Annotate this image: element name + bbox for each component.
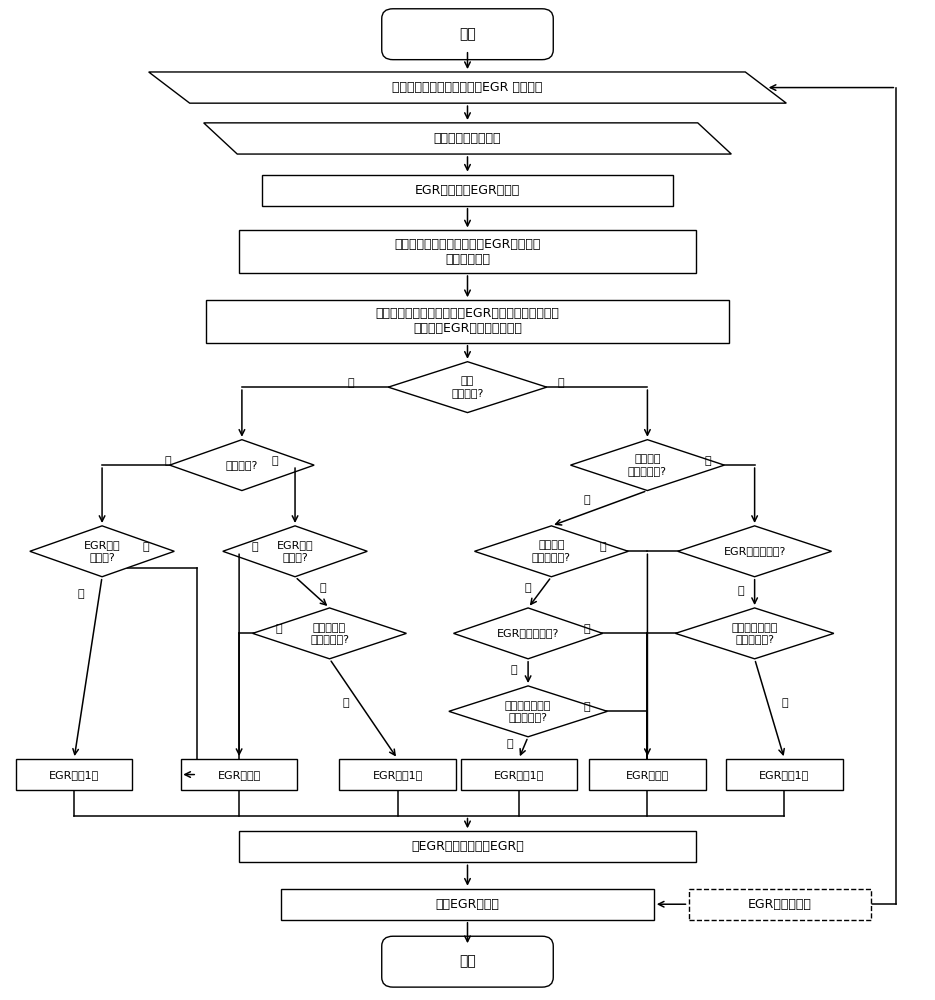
Polygon shape [449,686,608,737]
Text: 采集转速、转矩、瞬变率及EGR 档位参数: 采集转速、转矩、瞬变率及EGR 档位参数 [393,81,542,94]
Text: 是: 是 [599,542,606,552]
Text: 控制EGR阀开度: 控制EGR阀开度 [436,898,499,911]
Text: 是: 是 [583,624,590,634]
Text: 否: 否 [343,698,350,708]
Polygon shape [149,72,786,103]
Text: 是: 是 [276,624,282,634]
Text: 调整烟度控制的限值: 调整烟度控制的限值 [434,132,501,145]
Text: 是: 是 [164,456,170,466]
Text: 结束: 结束 [459,955,476,969]
Text: 否: 否 [271,456,278,466]
Text: 否: 否 [78,589,84,599]
Polygon shape [169,440,314,491]
Text: 烟度超限?: 烟度超限? [225,460,258,470]
Bar [281,889,654,920]
Text: EGR阀在
最高档?: EGR阀在 最高档? [277,540,313,562]
Text: EGR阀在最低档?: EGR阀在最低档? [496,628,559,638]
Text: EGR阀加1档: EGR阀加1档 [759,770,810,780]
Bar [689,889,870,920]
Bar [239,230,696,273]
Text: 烟度高于
控制区上限?: 烟度高于 控制区上限? [628,454,667,476]
Text: 减档后烟度低于
控制区下限?: 减档后烟度低于 控制区下限? [505,701,552,722]
Text: 根据转速、转矩、瞬变率、EGR阀变档位后的档位，
快速预估EGR变档位后烟度值: 根据转速、转矩、瞬变率、EGR阀变档位后的档位， 快速预估EGR变档位后烟度值 [376,307,559,335]
Text: 将EGR阀档位转换为EGR率: 将EGR阀档位转换为EGR率 [411,840,524,853]
Text: 是否
高瞬变率?: 是否 高瞬变率? [452,376,483,398]
Text: 是否低于
控制区下限?: 是否低于 控制区下限? [532,540,571,562]
Text: EGR阀加1档: EGR阀加1档 [372,770,423,780]
Text: 开始: 开始 [459,27,476,41]
Bar [589,759,706,790]
Polygon shape [223,526,367,577]
Polygon shape [678,526,831,577]
Polygon shape [474,526,628,577]
Text: 否: 否 [506,739,512,749]
Polygon shape [570,440,725,491]
Polygon shape [388,362,547,413]
Text: 否: 否 [525,583,531,593]
Bar [263,175,672,206]
Text: 加档后烟度高于
控制区上限?: 加档后烟度高于 控制区上限? [731,623,778,644]
Text: 是: 是 [583,702,590,712]
Text: EGR阀减1档: EGR阀减1档 [49,770,99,780]
Text: 是: 是 [142,542,150,552]
Text: 根据转速、转矩、瞬变率、EGR阀档位，
快速预估烟度: 根据转速、转矩、瞬变率、EGR阀档位， 快速预估烟度 [395,238,540,266]
Text: EGR阀不动: EGR阀不动 [626,770,669,780]
FancyBboxPatch shape [381,9,554,60]
Text: 是: 是 [252,542,258,552]
Text: 否: 否 [320,583,326,593]
Text: 是: 是 [348,378,354,388]
Polygon shape [204,123,731,154]
FancyBboxPatch shape [381,936,554,987]
Polygon shape [252,608,407,659]
Text: EGR阀减1档: EGR阀减1档 [494,770,544,780]
Polygon shape [453,608,603,659]
Text: 预估加档后
烟度超限值?: 预估加档后 烟度超限值? [310,623,349,644]
Bar [726,759,842,790]
Polygon shape [30,526,174,577]
Text: 否: 否 [738,586,744,596]
Text: 是: 是 [705,456,712,466]
Text: 否: 否 [557,378,564,388]
Bar [16,759,133,790]
Polygon shape [675,608,834,659]
Text: EGR率转换为EGR的档位: EGR率转换为EGR的档位 [415,184,520,197]
Text: EGR阀不动: EGR阀不动 [218,770,261,780]
Text: 是: 是 [583,495,590,505]
Bar [180,759,297,790]
Bar [461,759,577,790]
Text: 否: 否 [781,698,788,708]
Text: EGR阀在最高档?: EGR阀在最高档? [724,546,785,556]
Text: EGR阀开度反馈: EGR阀开度反馈 [748,898,812,911]
Bar [239,831,696,862]
Bar [207,300,728,343]
Text: 否: 否 [511,665,517,675]
Bar [339,759,456,790]
Text: EGR阀在
最低档?: EGR阀在 最低档? [84,540,121,562]
